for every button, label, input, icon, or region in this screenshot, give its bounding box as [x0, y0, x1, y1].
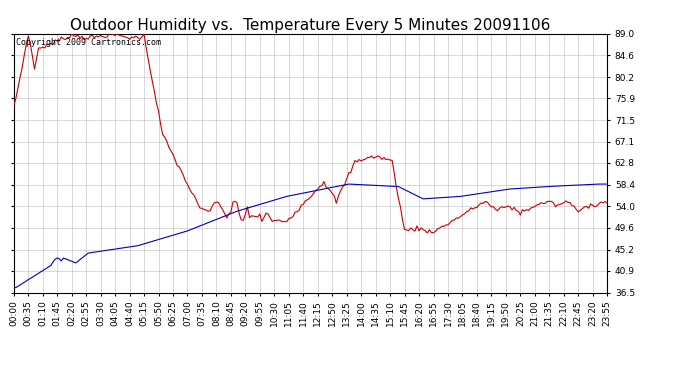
Text: Copyright 2009 Cartronics.com: Copyright 2009 Cartronics.com: [16, 38, 161, 46]
Title: Outdoor Humidity vs.  Temperature Every 5 Minutes 20091106: Outdoor Humidity vs. Temperature Every 5…: [70, 18, 551, 33]
